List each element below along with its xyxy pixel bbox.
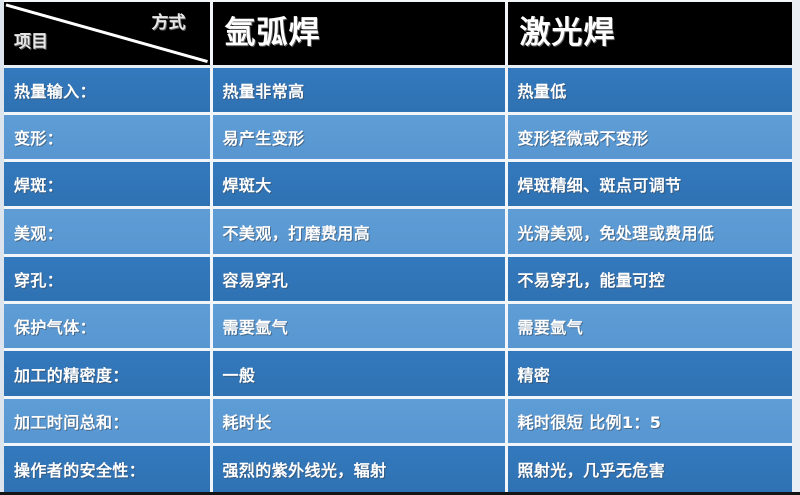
row-item-label: 热量输入： <box>4 66 213 115</box>
table-row: 加工时间总和： 耗时长 耗时很短 比例1：5 <box>4 397 792 447</box>
row-value-laser: 精密 <box>506 349 792 399</box>
row-value-tig: 容易穿孔 <box>211 255 508 305</box>
header-row: 方式 项目 氩弧焊 激光焊 <box>4 2 792 68</box>
table-row: 热量输入： 热量非常高 热量低 <box>4 66 792 115</box>
table-header: 方式 项目 氩弧焊 激光焊 <box>4 2 792 68</box>
welding-comparison-table: 方式 项目 氩弧焊 激光焊 热量输入： 热量非常高 热量低 变形： <box>4 2 792 492</box>
row-value-tig: 一般 <box>211 349 508 399</box>
header-cell-laser: 激光焊 <box>506 2 792 68</box>
row-value-tig: 焊斑大 <box>211 160 508 210</box>
row-value-tig: 耗时长 <box>211 397 508 447</box>
row-item-label: 加工的精密度： <box>4 349 213 399</box>
table-row: 保护气体： 需要氩气 需要氩气 <box>4 302 792 352</box>
row-value-tig: 易产生变形 <box>211 113 508 163</box>
row-item-label: 焊斑： <box>4 160 213 210</box>
row-value-laser: 不易穿孔，能量可控 <box>506 255 792 305</box>
row-value-laser: 热量低 <box>506 66 792 115</box>
row-value-laser: 光滑美观，免处理或费用低 <box>506 207 792 257</box>
table-row: 变形： 易产生变形 变形轻微或不变形 <box>4 113 792 163</box>
corner-row-axis-label: 项目 <box>14 31 48 52</box>
corner-inner: 方式 项目 <box>4 2 210 65</box>
table-body: 热量输入： 热量非常高 热量低 变形： 易产生变形 变形轻微或不变形 焊斑： 焊… <box>4 66 792 492</box>
row-item-label: 穿孔： <box>4 255 213 305</box>
row-value-laser: 变形轻微或不变形 <box>506 113 792 163</box>
table-row: 焊斑： 焊斑大 焊斑精细、斑点可调节 <box>4 160 792 210</box>
bottom-border <box>0 492 800 495</box>
table-row: 加工的精密度： 一般 精密 <box>4 349 792 399</box>
row-value-tig: 热量非常高 <box>211 66 508 115</box>
row-value-laser: 照射光，几乎无危害 <box>506 444 792 492</box>
row-value-laser: 需要氩气 <box>506 302 792 352</box>
header-label-laser: 激光焊 <box>519 14 616 51</box>
row-item-label: 变形： <box>4 113 213 163</box>
table-row: 美观： 不美观，打磨费用高 光滑美观，免处理或费用低 <box>4 207 792 257</box>
row-value-tig: 需要氩气 <box>211 302 508 352</box>
row-item-label: 加工时间总和： <box>4 397 213 447</box>
corner-split-cell: 方式 项目 <box>4 2 213 68</box>
row-value-tig: 强烈的紫外线光，辐射 <box>211 444 508 492</box>
row-item-label: 美观： <box>4 207 213 257</box>
table-row: 穿孔： 容易穿孔 不易穿孔，能量可控 <box>4 255 792 305</box>
row-value-laser: 耗时很短 比例1：5 <box>506 397 792 447</box>
top-border <box>0 0 800 2</box>
row-value-laser: 焊斑精细、斑点可调节 <box>506 160 792 210</box>
row-value-tig: 不美观，打磨费用高 <box>211 207 508 257</box>
corner-column-axis-label: 方式 <box>151 13 186 33</box>
table-row: 操作者的安全性： 强烈的紫外线光，辐射 照射光，几乎无危害 <box>4 444 792 492</box>
right-border <box>792 0 800 495</box>
left-border <box>0 0 4 495</box>
row-item-label: 操作者的安全性： <box>4 444 213 492</box>
header-label-tig: 氩弧焊 <box>224 14 321 51</box>
diagonal-divider-icon <box>4 2 210 65</box>
header-cell-tig: 氩弧焊 <box>211 2 508 68</box>
row-item-label: 保护气体： <box>4 302 213 352</box>
